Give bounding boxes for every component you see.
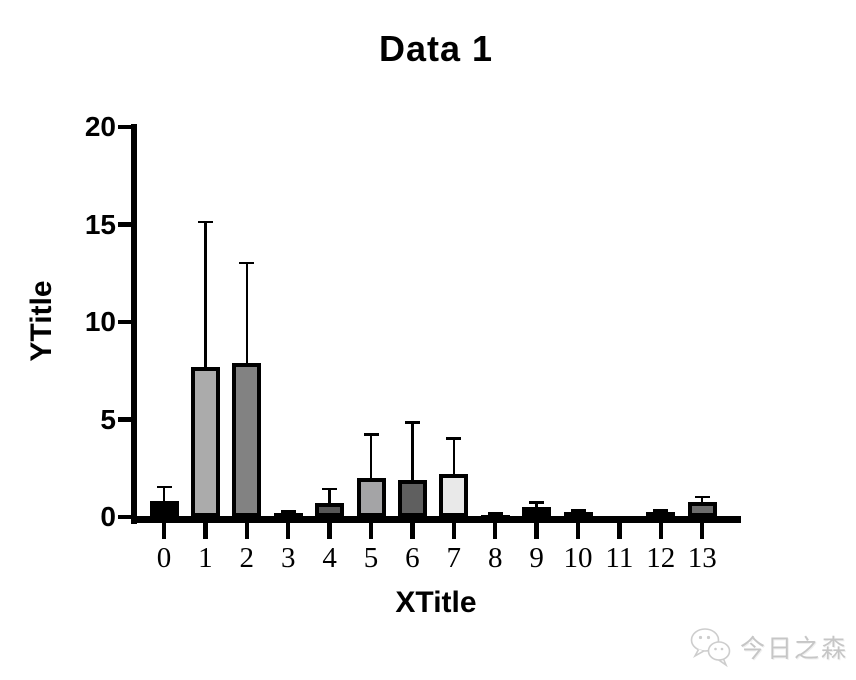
error-bar-cap — [404, 421, 420, 424]
x-axis-tick — [534, 523, 539, 539]
y-tick-label: 15 — [84, 208, 116, 240]
error-bar-cap — [239, 261, 255, 265]
error-bar-line — [700, 495, 704, 509]
bar — [522, 507, 552, 517]
y-tick-label: 10 — [84, 306, 116, 337]
bar — [687, 502, 717, 517]
error-bar-line — [411, 421, 414, 486]
x-axis-title: XTitle — [395, 586, 477, 619]
x-axis-tick — [244, 523, 250, 539]
error-bar-cap — [280, 510, 296, 513]
x-axis-tick — [161, 523, 167, 539]
x-axis-tick — [617, 523, 622, 539]
y-axis-tick — [118, 124, 131, 130]
x-axis-tick — [368, 523, 374, 539]
error-bar-cap — [156, 485, 172, 489]
x-tick-label: 1 — [198, 542, 213, 574]
x-axis-tick — [203, 523, 208, 539]
error-bar-cap — [197, 220, 213, 224]
bar — [480, 515, 510, 517]
x-axis-tick — [410, 523, 415, 539]
error-bar-cap — [322, 487, 338, 491]
bar — [646, 512, 676, 517]
bar — [563, 512, 593, 517]
y-axis-tick — [118, 319, 131, 325]
x-axis-line — [131, 516, 741, 523]
x-tick-label: 0 — [156, 542, 172, 574]
x-tick-label: 7 — [446, 542, 462, 574]
error-bar-line — [452, 437, 456, 481]
chart-title: Data 1 — [378, 28, 494, 69]
bar — [232, 362, 262, 517]
bar — [439, 474, 469, 517]
error-bar-cap — [653, 509, 669, 512]
error-bar-line — [162, 485, 166, 508]
x-tick-label: 2 — [239, 542, 255, 574]
error-bar-cap — [694, 495, 710, 499]
x-axis-tick — [492, 523, 498, 539]
y-tick-label: 0 — [100, 501, 116, 532]
x-axis-tick — [451, 523, 457, 539]
wechat-chat-bubbles-icon — [690, 628, 731, 668]
x-tick-label: 10 — [563, 542, 593, 574]
y-axis-tick — [118, 222, 131, 227]
y-axis-title: YTitle — [25, 280, 58, 362]
y-axis-tick — [118, 417, 131, 422]
error-bar-cap — [363, 433, 379, 436]
x-axis-tick — [699, 523, 705, 539]
error-bar-cap — [487, 512, 503, 515]
y-axis-line — [131, 124, 137, 524]
bar — [397, 479, 427, 517]
x-tick-label: 9 — [529, 542, 544, 574]
x-tick-label: 13 — [687, 542, 717, 574]
error-bar-line — [245, 261, 249, 369]
x-tick-label: 5 — [363, 542, 379, 574]
x-tick-label: 6 — [405, 542, 420, 574]
x-axis-tick — [327, 523, 332, 539]
x-axis-tick — [575, 523, 581, 539]
bar — [190, 366, 220, 517]
x-tick-label: 4 — [322, 542, 337, 574]
error-bar-cap — [570, 509, 586, 512]
x-tick-label: 12 — [646, 542, 676, 574]
x-tick-label: 11 — [605, 542, 634, 574]
x-tick-label: 3 — [280, 542, 296, 574]
bar — [149, 501, 179, 517]
bar — [273, 513, 303, 517]
x-tick-label: 8 — [487, 542, 503, 574]
y-tick-label: 20 — [84, 111, 116, 142]
bar — [315, 503, 345, 517]
x-axis-tick — [658, 523, 664, 539]
watermark-text: 今日之森 — [739, 635, 848, 663]
error-bar-line — [328, 487, 331, 510]
y-tick-label: 5 — [100, 403, 116, 435]
x-axis-tick — [285, 523, 291, 539]
bar — [356, 478, 386, 517]
y-axis-tick — [118, 514, 131, 520]
error-bar-cap — [529, 501, 545, 504]
error-bar-line — [369, 433, 373, 484]
error-bar-cap — [446, 437, 462, 440]
watermark: 今日之森 — [688, 626, 848, 668]
error-bar-line — [204, 220, 207, 373]
bar — [604, 516, 634, 518]
